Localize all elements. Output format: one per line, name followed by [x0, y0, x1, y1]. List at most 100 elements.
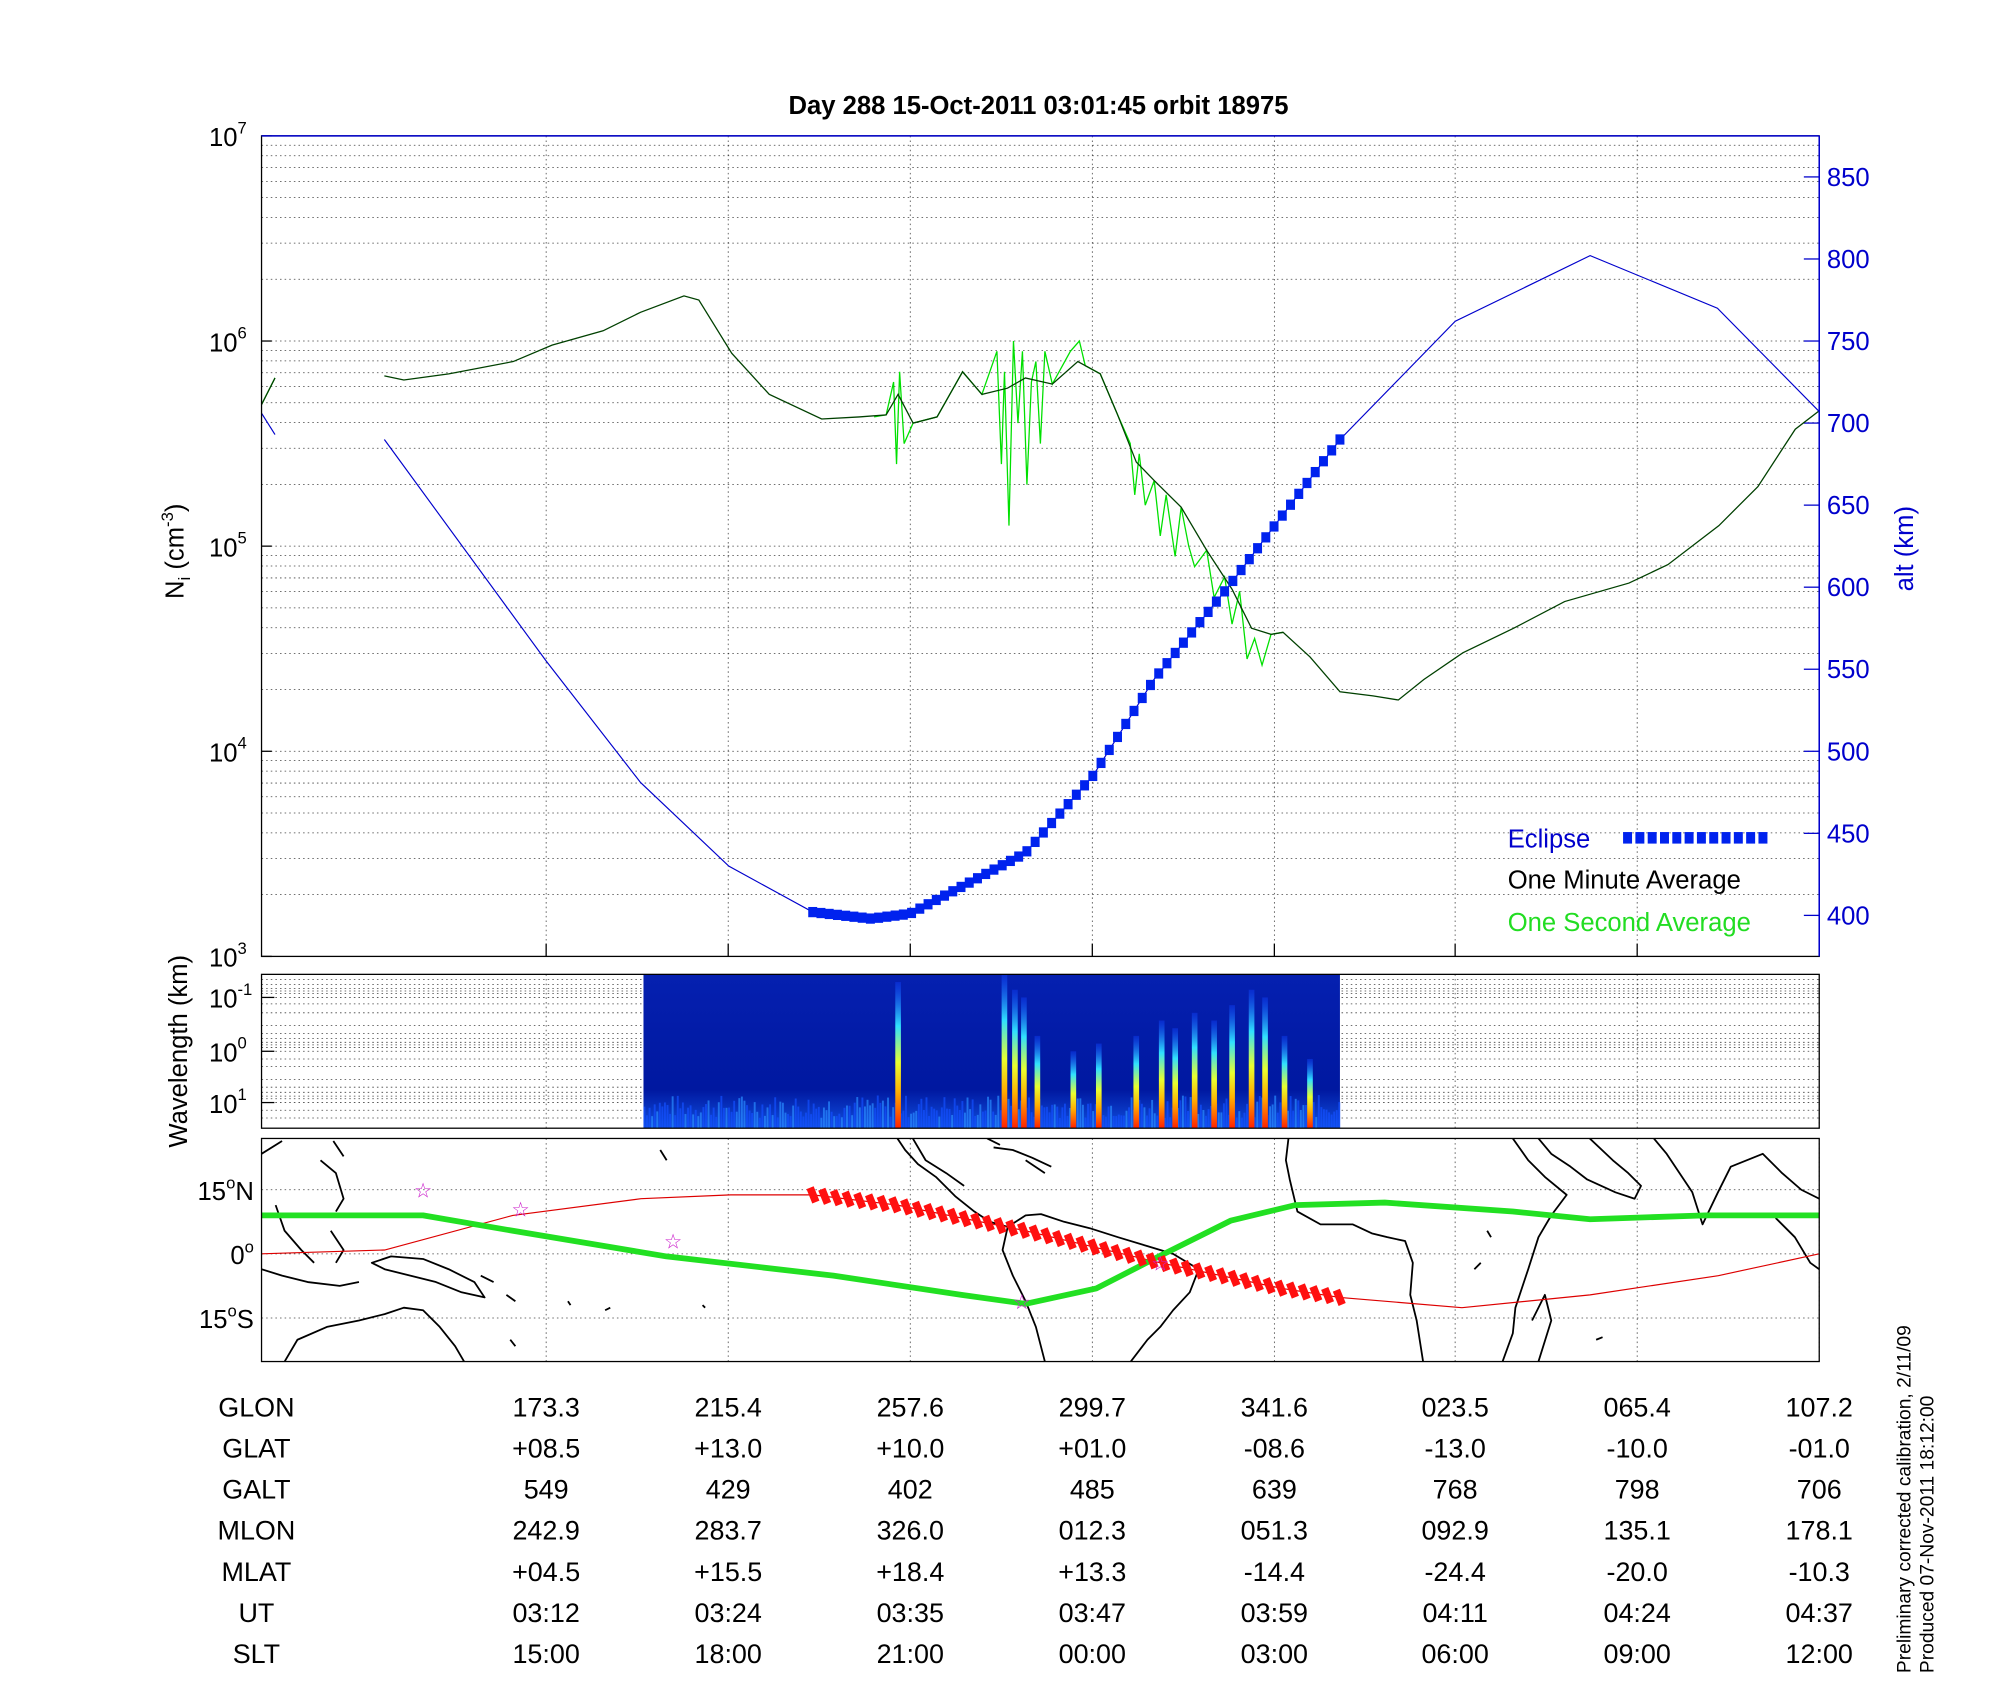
- spectrogram-noise: [956, 1105, 959, 1129]
- spectrogram-noise: [1228, 1114, 1231, 1129]
- spectrogram-noise: [812, 1103, 815, 1129]
- spectrogram-noise: [1271, 1104, 1274, 1129]
- table-cell: 03:59: [1241, 1598, 1308, 1628]
- spectrogram-noise: [1202, 1109, 1205, 1129]
- table-cell: 15:00: [512, 1639, 579, 1669]
- spectrogram-noise: [1312, 1102, 1315, 1129]
- spectrogram-noise: [1189, 1097, 1192, 1129]
- spectrogram-noise: [743, 1100, 746, 1129]
- spectrogram-noise: [1166, 1101, 1169, 1129]
- spectrogram-noise: [1297, 1100, 1300, 1129]
- coastlines: [261, 1138, 1820, 1362]
- magnetic-equator: [261, 1199, 1820, 1307]
- latitude-tick-label: 0o: [230, 1238, 254, 1271]
- table-cell: 051.3: [1241, 1516, 1308, 1546]
- spectrogram-noise: [1328, 1112, 1331, 1129]
- alt-tick-label: 650: [1827, 492, 1870, 520]
- spectrogram-noise: [902, 1110, 905, 1129]
- spectrogram-burst: [1248, 989, 1255, 1129]
- table-cell: -13.0: [1424, 1434, 1485, 1464]
- spectrogram-noise: [1087, 1103, 1089, 1129]
- spectrogram-noise: [789, 1116, 792, 1129]
- eclipse-track-marker: [900, 1198, 913, 1216]
- density-tick-label: 107: [209, 118, 247, 152]
- spectrogram-noise: [669, 1113, 672, 1129]
- spectrogram-noise: [784, 1112, 787, 1129]
- spectrogram-noise: [958, 1109, 961, 1129]
- eclipse-track-marker: [1215, 1267, 1229, 1285]
- table-cell: 012.3: [1059, 1516, 1126, 1546]
- alt-tick-label: 400: [1827, 902, 1870, 930]
- spectrogram-noise: [781, 1102, 784, 1129]
- spectrogram-noise: [1056, 1106, 1059, 1129]
- spectrogram-noise: [1181, 1095, 1184, 1129]
- spectrogram-noise: [671, 1096, 674, 1129]
- spectrogram-noise: [1138, 1099, 1141, 1129]
- spectrogram-noise: [643, 1106, 646, 1129]
- spectrogram-burst: [1172, 1028, 1179, 1129]
- spectrogram-noise: [935, 1110, 938, 1129]
- latitude-tick-label: 15oN: [198, 1173, 254, 1206]
- legend: Eclipse One Minute Average One Second Av…: [1508, 825, 1768, 937]
- eclipse-track-marker: [1274, 1279, 1288, 1297]
- spectrogram-noise: [740, 1096, 743, 1129]
- eclipse-marker: [1088, 770, 1098, 782]
- spectrogram-noise: [1169, 1117, 1172, 1129]
- table-row-label: GALT: [222, 1475, 290, 1505]
- spectrogram-noise: [1107, 1106, 1110, 1129]
- spectrogram-noise: [948, 1108, 951, 1129]
- spectrogram-noise: [892, 1107, 895, 1129]
- spectrogram-noise: [687, 1107, 689, 1129]
- spectrogram-burst: [1262, 997, 1268, 1129]
- eclipse-track-marker: [841, 1190, 855, 1208]
- spectrogram-noise: [1089, 1103, 1092, 1129]
- spectrogram-noise: [1225, 1098, 1228, 1129]
- spectrogram-noise: [733, 1100, 736, 1129]
- spectrogram-grid: [261, 974, 1820, 1129]
- spectrogram-noise: [928, 1115, 931, 1129]
- legend-eclipse: Eclipse: [1508, 825, 1591, 853]
- table-cell: +01.0: [1058, 1434, 1126, 1464]
- spectrogram-noise: [1112, 1115, 1115, 1129]
- spectrogram-noise: [722, 1107, 725, 1129]
- spectrogram-noise: [1276, 1112, 1279, 1129]
- spectrogram-noise: [717, 1102, 720, 1129]
- eclipse-track-marker: [1028, 1224, 1042, 1242]
- spectrogram-noise: [1299, 1109, 1302, 1129]
- spectrogram-noise: [1069, 1107, 1072, 1129]
- spectrogram-noise: [979, 1104, 982, 1129]
- table-cell: -14.4: [1244, 1557, 1305, 1587]
- eclipse-marker: [1030, 836, 1040, 848]
- spectrogram-noise: [907, 1117, 910, 1129]
- spectrogram-noise: [679, 1108, 682, 1129]
- alt-tick-label: 700: [1827, 410, 1870, 438]
- legend-one-second: One Second Average: [1508, 909, 1751, 937]
- spectrogram-burst: [1095, 1043, 1102, 1129]
- eclipse-marker: [1022, 846, 1032, 857]
- spectrogram-noise: [799, 1111, 802, 1129]
- spectrogram-noise: [856, 1097, 859, 1129]
- spectrogram-noise: [1030, 1112, 1033, 1129]
- spectrogram-noise: [940, 1107, 943, 1129]
- spectrogram-noise: [1092, 1111, 1095, 1129]
- eclipse-marker: [849, 911, 859, 922]
- spectrogram-noise: [1066, 1115, 1069, 1129]
- spectrogram-noise: [1163, 1117, 1166, 1129]
- spectrogram-noise: [651, 1116, 654, 1129]
- spectrogram-noise: [843, 1107, 846, 1129]
- coast-arabia-india: [1537, 1138, 1820, 1270]
- eclipse-marker: [1005, 855, 1015, 867]
- spectrogram-noise: [746, 1105, 748, 1129]
- altitude-line: [261, 412, 276, 435]
- eclipse-marker: [948, 886, 958, 897]
- spectrogram-noise: [1235, 1117, 1238, 1129]
- eclipse-track-marker: [1309, 1285, 1323, 1303]
- table-cell: -10.0: [1607, 1434, 1668, 1464]
- spectrogram-noise: [848, 1105, 851, 1129]
- eclipse-swatch-square: [1758, 832, 1768, 844]
- spectrogram-burst: [1021, 997, 1027, 1129]
- spectrogram-noise: [1117, 1114, 1120, 1129]
- eclipse-marker: [1038, 827, 1048, 838]
- eclipse-marker: [956, 881, 966, 893]
- spectrogram-noise: [1199, 1104, 1202, 1129]
